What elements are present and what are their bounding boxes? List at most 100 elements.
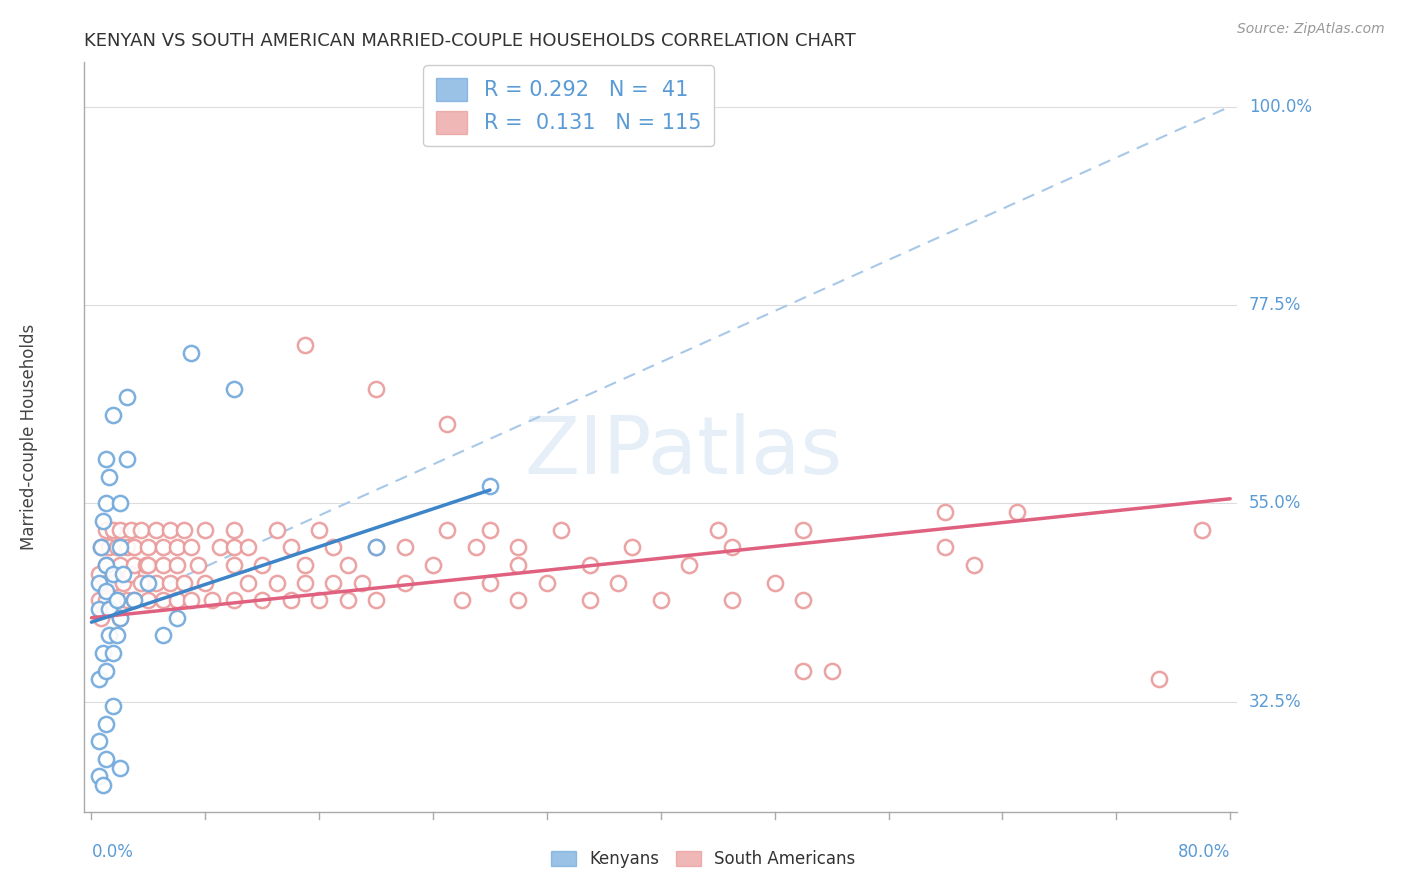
Point <box>90 611 112 625</box>
Point <box>94 452 117 467</box>
Point <box>236 575 259 590</box>
Point <box>180 541 202 555</box>
Point <box>91 646 114 660</box>
Point <box>94 575 117 590</box>
Point <box>721 541 744 555</box>
Text: 0.0%: 0.0% <box>91 843 134 861</box>
Legend: R = 0.292   N =  41, R =  0.131   N = 115: R = 0.292 N = 41, R = 0.131 N = 115 <box>423 65 714 146</box>
Point <box>94 664 117 678</box>
Point <box>101 566 124 581</box>
Point <box>122 541 145 555</box>
Point <box>138 558 160 572</box>
Point <box>108 611 131 625</box>
Point <box>101 408 124 422</box>
Point <box>422 558 444 572</box>
Point <box>152 593 174 607</box>
Point <box>792 664 814 678</box>
Point <box>108 761 131 775</box>
Point <box>578 593 600 607</box>
Point <box>173 523 195 537</box>
Point <box>111 566 134 581</box>
Point <box>87 769 110 783</box>
Point <box>122 558 145 572</box>
Point <box>508 558 530 572</box>
Point <box>108 541 131 555</box>
Point <box>366 541 388 555</box>
Point <box>678 558 700 572</box>
Point <box>366 593 388 607</box>
Point <box>194 575 217 590</box>
Point <box>105 628 128 642</box>
Point <box>322 575 344 590</box>
Point <box>187 558 209 572</box>
Point <box>236 541 259 555</box>
Point <box>166 611 188 625</box>
Point <box>266 523 288 537</box>
Text: ZIPatlas: ZIPatlas <box>524 413 844 491</box>
Point <box>145 575 167 590</box>
Point <box>322 541 344 555</box>
Point <box>166 593 188 607</box>
Point <box>105 593 128 607</box>
Point <box>120 523 142 537</box>
Point <box>94 496 117 510</box>
Text: 77.5%: 77.5% <box>1249 296 1301 314</box>
Point <box>97 602 120 616</box>
Point <box>101 646 124 660</box>
Text: KENYAN VS SOUTH AMERICAN MARRIED-COUPLE HOUSEHOLDS CORRELATION CHART: KENYAN VS SOUTH AMERICAN MARRIED-COUPLE … <box>84 32 856 50</box>
Point <box>479 523 502 537</box>
Point <box>479 478 502 492</box>
Point <box>159 523 181 537</box>
Text: 100.0%: 100.0% <box>1249 97 1312 116</box>
Point <box>129 575 152 590</box>
Point <box>101 523 124 537</box>
Point <box>963 558 986 572</box>
Point <box>97 602 120 616</box>
Point <box>366 382 388 396</box>
Point <box>450 593 472 607</box>
Point <box>97 541 120 555</box>
Point <box>508 593 530 607</box>
Point <box>366 541 388 555</box>
Point <box>115 391 138 405</box>
Point <box>101 575 124 590</box>
Point <box>1191 523 1213 537</box>
Point <box>621 541 644 555</box>
Point <box>120 566 142 581</box>
Point <box>122 593 145 607</box>
Point <box>792 523 814 537</box>
Point <box>607 575 630 590</box>
Point <box>208 541 231 555</box>
Point <box>201 593 224 607</box>
Point <box>792 593 814 607</box>
Point <box>135 558 157 572</box>
Point <box>94 752 117 766</box>
Point <box>436 417 458 431</box>
Point <box>94 558 117 572</box>
Point <box>180 346 202 360</box>
Point <box>436 523 458 537</box>
Point <box>166 558 188 572</box>
Point <box>294 575 316 590</box>
Point <box>222 382 245 396</box>
Point <box>138 593 160 607</box>
Point <box>94 716 117 731</box>
Point <box>138 575 160 590</box>
Point <box>87 602 110 616</box>
Point <box>479 575 502 590</box>
Point <box>934 541 956 555</box>
Point <box>308 523 330 537</box>
Text: Source: ZipAtlas.com: Source: ZipAtlas.com <box>1237 22 1385 37</box>
Point <box>820 664 842 678</box>
Point <box>94 593 117 607</box>
Point <box>145 523 167 537</box>
Legend: Kenyans, South Americans: Kenyans, South Americans <box>544 844 862 875</box>
Point <box>350 575 373 590</box>
Point <box>108 611 131 625</box>
Point <box>87 575 110 590</box>
Point <box>108 496 131 510</box>
Point <box>87 566 110 581</box>
Point <box>763 575 786 590</box>
Point <box>222 541 245 555</box>
Point <box>173 575 195 590</box>
